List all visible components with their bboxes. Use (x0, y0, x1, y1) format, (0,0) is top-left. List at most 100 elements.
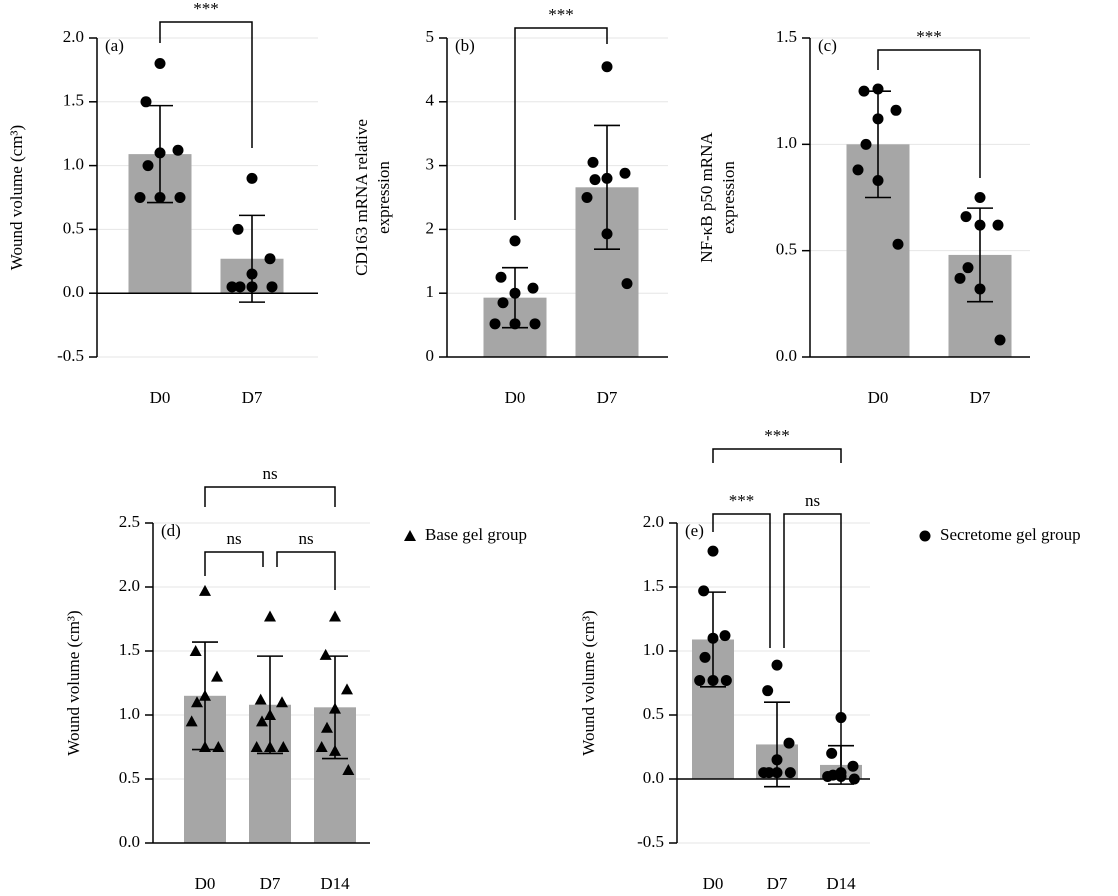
data-point (509, 235, 521, 247)
y-axis-label: NF-κB p50 mRNA (697, 132, 716, 263)
y-tick-label: 1.5 (63, 91, 84, 110)
significance-label: *** (729, 491, 755, 510)
data-point (256, 715, 268, 727)
x-tick-label: D0 (703, 874, 724, 893)
data-point (497, 297, 509, 309)
legend-marker (404, 530, 416, 541)
y-tick-label: 1.0 (63, 155, 84, 174)
y-axis-label: CD163 mRNA relative (352, 119, 371, 276)
data-point (246, 281, 258, 293)
data-point (699, 651, 711, 663)
data-point (771, 767, 783, 779)
data-point (495, 271, 507, 283)
y-axis-label: Wound volume (cm³) (7, 125, 26, 270)
data-point (172, 144, 184, 156)
data-point (264, 253, 276, 265)
y-axis-label: Wound volume (cm³) (64, 610, 83, 755)
data-point (154, 58, 166, 70)
significance-bracket (877, 49, 981, 178)
data-point (783, 737, 795, 749)
significance-label: ns (298, 529, 313, 548)
x-tick-label: D7 (767, 874, 788, 893)
data-point (266, 281, 278, 293)
data-point (707, 545, 719, 557)
x-tick-label: D0 (505, 388, 526, 407)
y-axis-label: Wound volume (cm³) (579, 610, 598, 755)
data-point (341, 683, 353, 695)
panel-label: (c) (818, 36, 837, 55)
data-point (890, 104, 902, 116)
data-point (254, 693, 267, 705)
data-point (189, 645, 202, 656)
y-tick-label: 1.0 (643, 640, 664, 659)
legend-label: Base gel group (425, 525, 527, 544)
data-point (872, 83, 884, 95)
data-point (140, 96, 152, 108)
significance-bracket (514, 27, 608, 220)
significance-label: ns (226, 529, 241, 548)
data-point (707, 674, 719, 686)
y-tick-label: 1.5 (776, 27, 797, 46)
y-tick-label: 2 (426, 218, 435, 237)
y-tick-label: 0.5 (643, 704, 664, 723)
data-point (784, 767, 796, 779)
y-axis-label: expression (374, 161, 393, 234)
data-point (601, 172, 613, 184)
data-point (154, 192, 166, 203)
y-tick-label: 4 (426, 91, 435, 110)
data-point (720, 674, 732, 686)
y-tick-label: 1.0 (119, 704, 140, 723)
data-point (199, 584, 211, 596)
x-tick-label: D0 (150, 388, 171, 407)
data-point (860, 138, 872, 150)
significance-bracket (712, 448, 842, 463)
y-tick-label: 0.0 (63, 282, 84, 301)
y-tick-label: 1.5 (643, 576, 664, 595)
y-tick-label: 0.5 (119, 768, 140, 787)
data-point (621, 278, 633, 290)
data-point (246, 268, 258, 280)
data-point (319, 648, 332, 660)
legend-label: Secretome gel group (940, 525, 1081, 544)
y-tick-label: 2.0 (643, 512, 664, 531)
data-point (315, 741, 328, 752)
y-tick-label: 2.0 (63, 27, 84, 46)
data-point (509, 287, 521, 299)
data-point (771, 754, 783, 766)
panel-label: (a) (105, 36, 124, 55)
data-point (587, 156, 599, 168)
data-point (762, 685, 774, 697)
data-point (771, 659, 783, 671)
data-point (199, 689, 211, 701)
data-point (342, 764, 355, 776)
data-point (509, 318, 521, 330)
significance-bracket (159, 21, 253, 148)
x-tick-label: D7 (597, 388, 618, 407)
significance-label: ns (805, 491, 820, 510)
y-tick-label: 0 (426, 346, 435, 365)
y-tick-label: 0.0 (643, 768, 664, 787)
data-point (852, 164, 864, 176)
x-tick-label: D14 (826, 874, 856, 893)
data-point (962, 262, 974, 274)
data-point (277, 741, 290, 752)
data-point (329, 610, 341, 622)
data-point (835, 770, 847, 782)
data-point (185, 715, 198, 727)
panel-label: (b) (455, 36, 475, 55)
y-tick-label: 3 (426, 155, 435, 174)
data-point (992, 219, 1004, 231)
x-tick-label: D7 (242, 388, 263, 407)
data-point (250, 741, 263, 752)
significance-label: *** (548, 5, 574, 24)
y-tick-label: 1.0 (776, 133, 797, 152)
significance-label: *** (916, 27, 942, 46)
x-tick-label: D0 (195, 874, 216, 893)
data-point (211, 670, 223, 682)
data-point (329, 702, 341, 714)
x-tick-label: D14 (320, 874, 350, 893)
data-point (234, 281, 246, 293)
data-point (954, 272, 966, 284)
data-point (246, 172, 258, 184)
